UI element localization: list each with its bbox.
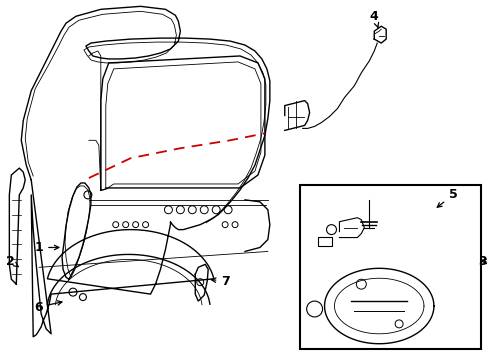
Text: 4: 4	[369, 10, 378, 28]
Bar	[317, 237, 331, 247]
Text: 5: 5	[436, 188, 457, 207]
Text: 3: 3	[477, 255, 486, 268]
Text: 7: 7	[211, 275, 230, 288]
Text: 6: 6	[35, 301, 62, 314]
Text: 2: 2	[6, 255, 18, 268]
Text: 1: 1	[34, 241, 59, 254]
Bar	[299, 185, 480, 349]
